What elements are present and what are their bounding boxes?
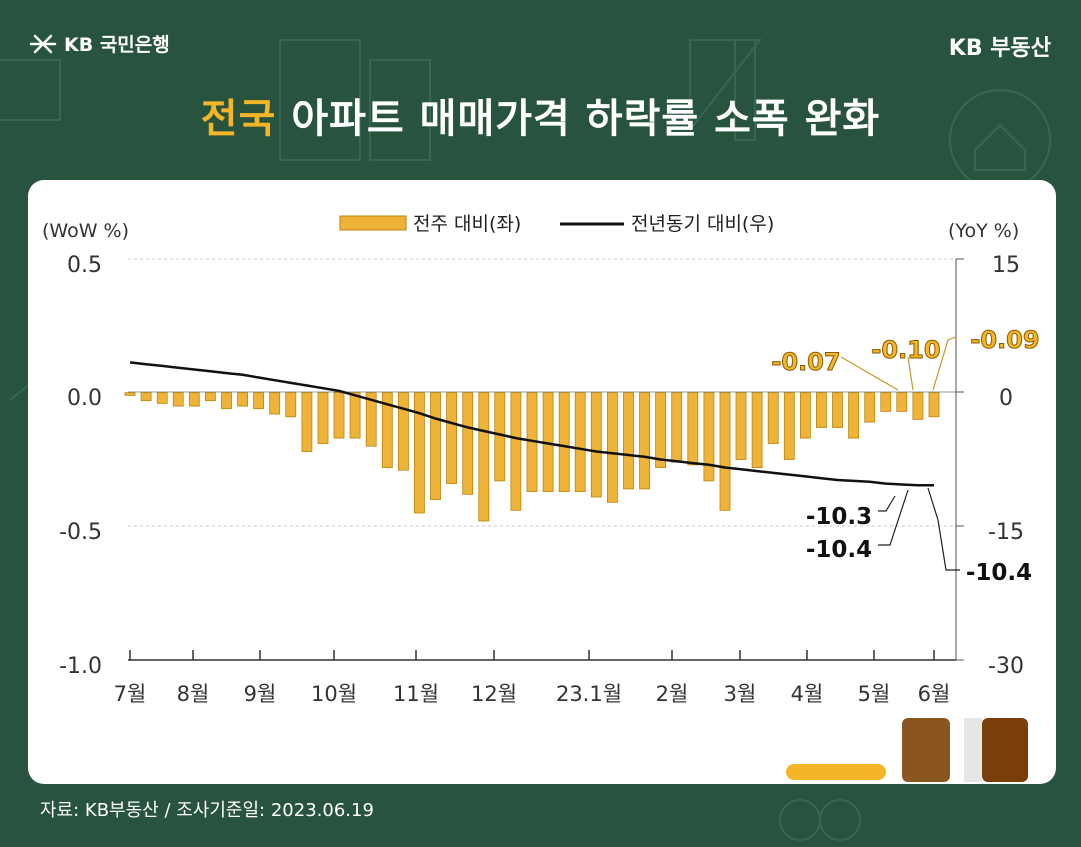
line-annotation-label: -10.4 (806, 537, 872, 563)
decor-gray-block (964, 718, 982, 782)
kb-star-icon (29, 34, 57, 53)
x-tick-label: 4월 (791, 682, 824, 706)
wow-bar (864, 392, 876, 423)
wow-bar (590, 392, 602, 498)
x-tick-label: 2월 (656, 682, 689, 706)
wow-bar (912, 392, 924, 420)
x-tick-label: 6월 (918, 682, 951, 706)
wow-bar (848, 392, 859, 439)
wow-bar (783, 392, 795, 460)
title-rest: 아파트 매매가격 하락률 소폭 완화 (291, 96, 881, 142)
wow-bar (558, 392, 570, 492)
wow-bar (703, 392, 715, 482)
wow-bar (413, 392, 425, 514)
wow-bar (221, 392, 232, 410)
left-axis-label: (WoW %) (42, 220, 129, 242)
wow-bar (639, 392, 650, 490)
left-tick-label: -0.5 (59, 520, 102, 545)
wow-bar (397, 392, 409, 471)
x-tick-label: 9월 (244, 682, 277, 706)
wow-bar (237, 392, 249, 407)
wow-bar (172, 392, 184, 407)
bar-annotations: -0.07 -0.10 -0.09 (771, 326, 1040, 391)
bar-annotation-label: -0.10 (871, 336, 940, 364)
wow-bar (462, 392, 474, 495)
line-annotation-label: -10.3 (806, 504, 872, 530)
wow-bar (928, 392, 940, 418)
right-axis-label: (YoY %) (948, 220, 1019, 242)
wow-bar (510, 392, 522, 511)
x-tick-label: 12월 (471, 682, 517, 706)
wow-bar (832, 392, 843, 428)
chart-card: (WoW %) (YoY %) 0.5 0.0 -0.5 -1.0 15 0 -… (28, 180, 1056, 784)
decor-yellow-bar (786, 764, 886, 780)
right-tick-label: -15 (988, 520, 1024, 545)
line-annotation-label: -10.4 (966, 560, 1032, 586)
wow-bar (365, 392, 377, 447)
wow-bar (719, 392, 731, 511)
legend-line-label: 전년동기 대비(우) (631, 213, 774, 235)
title-highlight: 전국 (200, 96, 277, 142)
wow-bar (623, 392, 634, 490)
x-tick-label: 7월 (114, 682, 147, 706)
wow-bar (816, 392, 827, 428)
x-tick-label: 11월 (393, 682, 439, 706)
x-tick-label: 23.1월 (556, 682, 622, 706)
bar-annotation-label: -0.07 (771, 348, 840, 376)
chart: (WoW %) (YoY %) 0.5 0.0 -0.5 -1.0 15 0 -… (42, 213, 1040, 706)
wow-bar (156, 392, 168, 404)
bank-logo: KB 국민은행 (28, 30, 170, 57)
wow-bar (253, 392, 265, 410)
yoy-line (129, 361, 934, 487)
legend-bar-swatch (339, 215, 407, 231)
wow-bar (687, 392, 699, 466)
wow-bar (800, 392, 811, 439)
wow-bar (655, 392, 666, 468)
legend-bar-label: 전주 대비(좌) (413, 213, 521, 235)
wow-bar (751, 392, 763, 468)
wow-bar (478, 392, 490, 522)
wow-bar (671, 392, 683, 463)
wow-bar (896, 392, 908, 412)
page-title: 전국 아파트 매매가격 하락률 소폭 완화 (0, 86, 1081, 144)
wow-bar (494, 392, 506, 482)
wow-bar (285, 392, 297, 418)
decor-brown-block (902, 718, 950, 782)
line-annotations: -10.3 -10.4 -10.4 (806, 487, 1032, 586)
wow-bar (381, 392, 393, 468)
wow-bar (124, 392, 136, 396)
right-tick-label: 15 (992, 253, 1020, 278)
wow-bar (317, 392, 329, 444)
wow-bar (204, 392, 216, 402)
wow-bar (188, 392, 200, 407)
wow-bar (140, 392, 152, 402)
left-tick-label: 0.5 (67, 253, 102, 278)
x-tick-label: 5월 (858, 682, 891, 706)
wow-bar (767, 392, 779, 444)
wow-bar (574, 392, 586, 492)
wow-bar (430, 392, 441, 500)
bank-logo-text: KB 국민은행 (64, 34, 170, 56)
x-tick-label: 8월 (177, 682, 210, 706)
right-tick-label: 0 (999, 386, 1013, 411)
wow-bar (301, 392, 313, 452)
wow-bar (880, 392, 892, 412)
x-tick-label: 10월 (311, 682, 357, 706)
right-tick-label: -30 (988, 654, 1024, 679)
decor-brown-block (982, 718, 1028, 782)
wow-bar (333, 392, 345, 439)
left-tick-label: 0.0 (67, 386, 102, 411)
wow-bar (446, 392, 458, 484)
x-tick-label: 3월 (724, 682, 757, 706)
brand-logo: KB 부동산 (948, 36, 1051, 61)
wow-bar (607, 392, 618, 503)
left-tick-label: -1.0 (59, 654, 102, 679)
wow-bar (349, 392, 361, 439)
bar-annotation-label: -0.09 (970, 326, 1039, 354)
source-note: 자료: KB부동산 / 조사기준일: 2023.06.19 (40, 800, 374, 821)
wow-bar (269, 392, 281, 415)
wow-bar (735, 392, 747, 460)
legend: 전주 대비(좌) 전년동기 대비(우) (339, 213, 774, 235)
